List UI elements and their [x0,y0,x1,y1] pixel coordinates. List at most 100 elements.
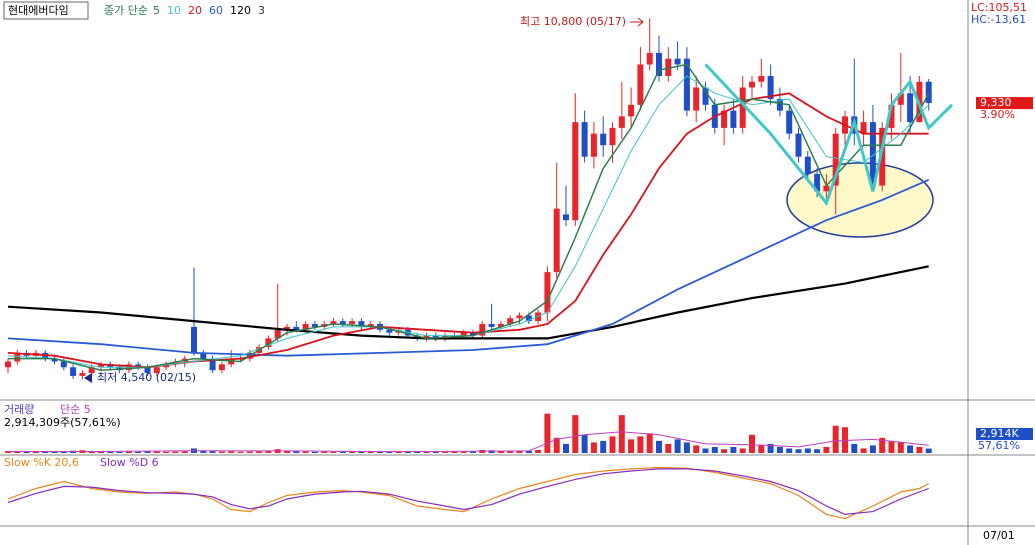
volume-bar [497,451,504,453]
volume-bar [172,451,179,453]
candle-body [79,373,86,376]
volume-ma-label: 단순 5 [60,403,91,416]
volume-bar [209,451,216,453]
volume-bar [721,449,728,453]
lc-label: LC:105,51 [971,1,1027,14]
volume-bar [144,451,151,453]
candle-body [51,358,58,362]
volume-bar [284,450,290,453]
candle-body [330,321,337,325]
low-annotation: 최저 4,540 (02/15) [97,371,196,384]
volume-bar [851,443,858,453]
candle-body [432,335,439,339]
candle-body [925,81,932,104]
volume-bar [237,451,244,453]
volume-bar [507,451,514,453]
candle-body [721,110,728,128]
legend-entry: 5 [153,4,160,17]
ma-line [7,265,929,340]
volume-bar [693,445,700,453]
volume-bar [907,445,914,453]
candle-body [823,185,830,192]
candle-body [749,81,755,88]
volume-bar [51,451,58,453]
volume-bar [683,442,690,453]
volume-bar [516,451,523,453]
volume-info: 2,914,309주(57,61%) [4,416,121,429]
volume-bar [776,446,783,453]
candle-body [98,364,104,368]
candle-body [600,133,607,146]
volume-bar [702,448,709,453]
plot [5,18,954,520]
arrow [84,373,92,383]
volume-bar [730,446,737,453]
volume-bar [925,448,932,453]
volume-bar [367,451,374,453]
volume-bar [749,434,755,453]
volume-bar [711,446,718,453]
volume-bar [646,433,653,453]
candle-body [358,321,365,327]
volume-bar [739,448,746,453]
candle-body [702,87,709,105]
candle-body [5,361,11,368]
legend-label: 종가 단순 [104,4,148,17]
volume-bar [60,451,67,453]
candle-body [70,367,77,376]
volume-bar [88,451,95,453]
volume-ma [8,431,929,453]
highlight-ellipse [786,162,934,238]
candle-body [153,367,160,374]
symbol-box[interactable] [3,1,89,20]
volume-bar [637,436,644,453]
candle-body [646,52,653,65]
volume-bar [302,451,309,453]
candle-body [311,324,318,327]
candle-body [302,324,309,330]
volume-bar [544,413,551,453]
candle-body [739,87,746,128]
candle-body [479,324,486,336]
candle-body [200,352,207,359]
candle-body [767,75,774,100]
volume-bar [563,443,569,453]
volume-bar [628,439,635,453]
volume-bar [451,451,458,453]
volume-bar [832,425,839,453]
ma-line [704,63,954,206]
legend-entry: 120 [230,4,251,17]
last-price: 9,330 [980,96,1012,109]
candle-body [349,321,356,325]
candle-body [869,122,876,186]
volume-bar [804,448,811,453]
volume-bar [23,451,30,453]
stoch-k-label: Slow %K 20,6 [4,456,79,469]
candle-body [525,315,532,322]
candle-body [553,208,560,273]
volume-bar [656,440,662,453]
volume-bar [358,451,365,453]
volume-bar [153,451,160,453]
volume-bar [823,446,830,453]
candle-body [209,358,216,371]
legend-entry: 20 [188,4,202,17]
volume-bar [879,437,886,453]
volume-bar [386,451,393,453]
volume-bar [228,451,235,453]
change-label: 3.90% [980,108,1015,121]
volume-bar [758,445,765,453]
volume-bar [339,451,346,453]
candle-body [339,321,346,325]
volume-bar [869,445,876,453]
legend: 종가 단순 5 10 20 60 120 3 [104,4,265,17]
volume-bar [414,451,421,453]
candle-body [60,361,67,368]
volume-bar [116,451,123,453]
candle-body [460,332,467,336]
symbol[interactable]: 현대에버다임 [8,4,69,17]
candle-body [637,64,644,105]
volume-bar [795,449,802,453]
arrow [630,17,644,27]
volume-bar [200,450,207,453]
